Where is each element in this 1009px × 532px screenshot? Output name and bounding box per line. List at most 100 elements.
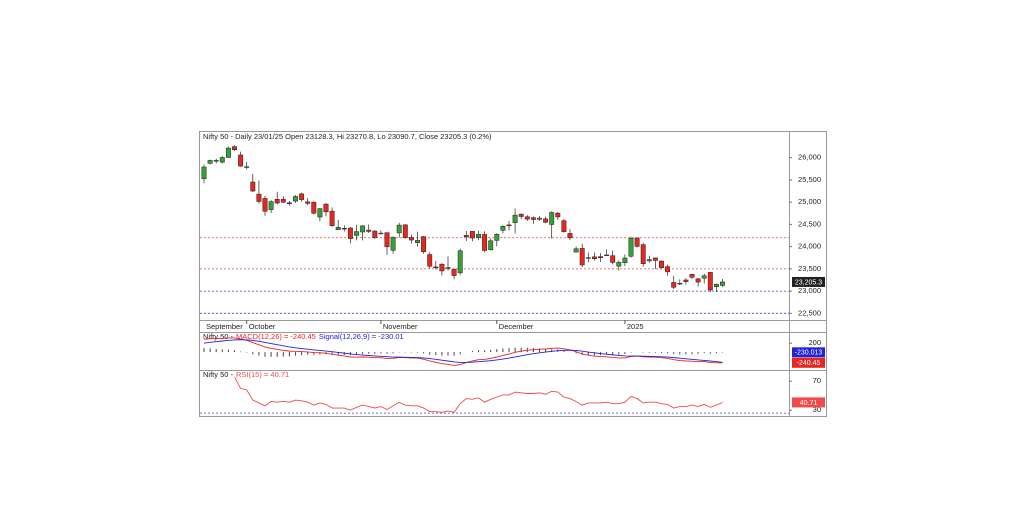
candle-body — [280, 198, 286, 203]
y-tick-label: 30 — [813, 405, 821, 414]
legend-title: Nifty 50 - — [203, 332, 234, 341]
candle-body — [396, 224, 402, 234]
candle-body — [329, 210, 335, 226]
candle-body — [579, 248, 585, 266]
candle-body — [482, 234, 488, 251]
candle-body — [640, 244, 646, 264]
candle-body — [518, 213, 524, 217]
x-tick-label: October — [249, 322, 276, 331]
candle-body — [469, 231, 475, 239]
x-tick-label: 2025 — [627, 322, 644, 331]
candle-body — [665, 266, 671, 273]
candle-body — [652, 257, 658, 261]
candle-body — [591, 256, 597, 260]
y-tick-label: 25,500 — [798, 175, 821, 184]
y-tick-label: 24,000 — [798, 242, 821, 251]
candle-body — [604, 254, 610, 256]
value-box-label: -240.45 — [797, 360, 821, 367]
legend-entry: MACD(12,26) = -240.45 — [236, 332, 316, 341]
y-tick-label: 24,500 — [798, 219, 821, 228]
y-tick-label: 23,500 — [798, 264, 821, 273]
legend-entry: Signal(12,26,9) = -230.01 — [319, 332, 404, 341]
candle-body — [537, 217, 542, 220]
candle-body — [628, 237, 634, 257]
candle-body — [238, 154, 244, 167]
candle-body — [323, 203, 329, 213]
candle-body — [232, 146, 237, 150]
series-line — [234, 376, 723, 413]
candle-body — [689, 274, 695, 278]
candle-body — [713, 283, 719, 287]
y-tick-label: 22,500 — [798, 308, 821, 317]
candle-body — [335, 227, 341, 231]
legend-title: Nifty 50 - — [203, 370, 234, 379]
candle-body — [433, 266, 439, 268]
candle-body — [585, 257, 591, 259]
candle-body — [366, 229, 372, 232]
candle-body — [488, 240, 494, 251]
candle-body — [268, 201, 274, 210]
candle-body — [213, 160, 219, 162]
candle-body — [299, 193, 305, 200]
value-box-bg — [792, 276, 825, 287]
value-box-bg — [792, 357, 825, 368]
candle-body — [305, 201, 311, 204]
candle-body — [616, 262, 622, 267]
candle-body — [677, 283, 683, 285]
chart-frame — [199, 131, 827, 417]
candle-body — [427, 254, 433, 267]
candle-body — [244, 166, 250, 168]
legend: Nifty 50 - RSI(15) = 40.71 — [203, 370, 289, 379]
y-tick-label: 23,000 — [798, 286, 821, 295]
y-tick-label: 200 — [808, 338, 821, 347]
candle-body — [219, 157, 225, 163]
candle-body — [671, 282, 677, 288]
candle-body — [707, 272, 713, 291]
candle-body — [445, 267, 451, 269]
candle-body — [408, 237, 414, 241]
x-tick-label: November — [383, 322, 418, 331]
y-tick-label: 25,000 — [798, 197, 821, 206]
value-box-label: -230.013 — [795, 350, 823, 357]
candle-body — [646, 259, 652, 262]
candle-body — [225, 147, 231, 158]
x-tick-label: September — [206, 322, 243, 331]
candle-body — [402, 224, 408, 239]
value-box: -230.013 — [792, 347, 825, 358]
candle-body — [354, 231, 359, 236]
value-box-bg — [792, 397, 825, 408]
candle-body — [286, 202, 292, 205]
candle-body — [555, 212, 561, 218]
candle-body — [567, 233, 573, 239]
candle-body — [500, 226, 506, 231]
candle-body — [512, 214, 518, 223]
value-box: 23,205.3 — [792, 276, 825, 287]
candle-body — [549, 212, 555, 225]
candle-body — [390, 236, 396, 251]
candle-body — [311, 201, 317, 214]
candle-body — [293, 196, 298, 202]
candle-body — [372, 230, 378, 238]
candle-body — [476, 234, 481, 238]
candle-body — [439, 263, 445, 272]
candle-body — [201, 166, 207, 180]
candle-body — [530, 217, 536, 220]
series-line — [203, 339, 723, 363]
candle-body — [634, 237, 640, 247]
candle-body — [524, 216, 530, 220]
value-box-label: 23,205.3 — [795, 279, 822, 286]
candle-body — [451, 269, 457, 276]
candle-body — [347, 227, 353, 239]
candle-body — [415, 240, 420, 244]
candle-body — [463, 235, 469, 238]
candle-body — [659, 260, 664, 268]
candle-body — [494, 234, 500, 241]
value-box: 40.71 — [792, 397, 825, 408]
value-box: -240.45 — [792, 357, 825, 368]
y-tick-label: 70 — [813, 376, 821, 385]
candle-body — [250, 181, 256, 192]
legend-entry: RSI(15) = 40.71 — [236, 370, 289, 379]
legend: Nifty 50 - MACD(12,26) = -240.45 Signal(12… — [203, 332, 404, 341]
